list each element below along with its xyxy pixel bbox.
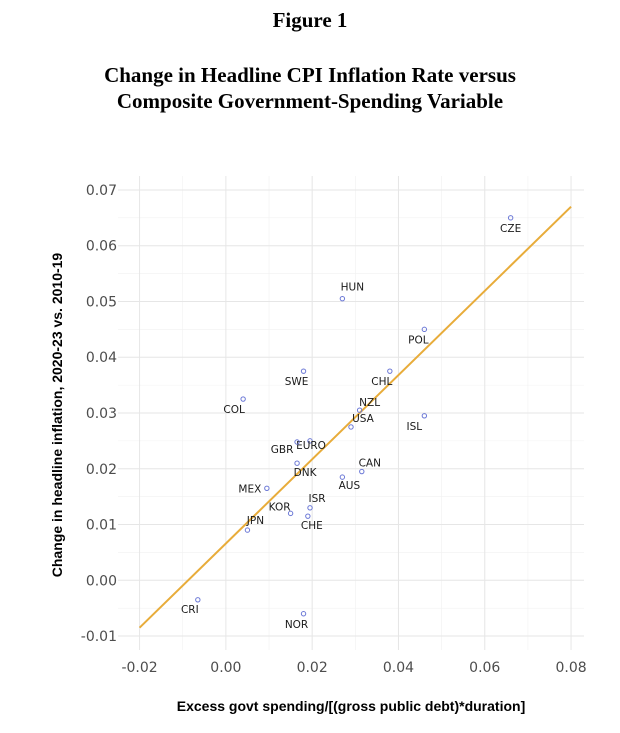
x-tick-label: 0.02: [297, 660, 328, 676]
point-aus: [339, 474, 346, 480]
point-label-cze: CZE: [500, 223, 521, 235]
point-label-euro: EURO: [296, 440, 326, 452]
point-chl: [387, 368, 393, 374]
x-tick-label: -0.02: [121, 660, 157, 676]
point-cze: [507, 215, 514, 221]
point-cri: [195, 597, 201, 603]
point-nor: [300, 611, 307, 617]
point-jpn: [244, 527, 251, 533]
y-tick-label: 0.03: [86, 406, 117, 422]
point-label-cri: CRI: [181, 604, 199, 616]
y-axis-title: Change in headline inflation, 2020-23 vs…: [49, 253, 65, 578]
point-can: [359, 468, 365, 475]
point-usa: [348, 424, 354, 430]
point-hun: [339, 295, 346, 302]
chart-title: Change in Headline CPI Inflation Rate ve…: [0, 62, 620, 114]
y-tick-label: 0.04: [86, 350, 117, 366]
tick-labels: -0.02 0.00 0.02 0.04 0.06 0.08 -0.01 0.00 0.01 0.…: [81, 183, 587, 676]
chart-title-line-1: Change in Headline CPI Inflation Rate ve…: [104, 63, 516, 87]
point-label-nor: NOR: [285, 619, 308, 631]
y-tick-label: 0.06: [86, 239, 117, 255]
chart-title-line-2: Composite Government-Spending Variable: [116, 89, 504, 113]
point-label-aus: AUS: [339, 480, 361, 492]
grid: [118, 176, 584, 650]
fit-line-layer: [138, 205, 572, 629]
y-tick-label: 0.00: [86, 573, 117, 589]
figure-label: Figure 1: [272, 8, 348, 32]
point-label-can: CAN: [359, 458, 381, 470]
y-tick-label: 0.01: [86, 518, 117, 534]
point-label-isr: ISR: [308, 493, 325, 505]
point-label-usa: USA: [352, 413, 375, 425]
point-label-jpn: JPN: [246, 515, 264, 527]
x-tick-label: 0.00: [210, 660, 241, 676]
point-dnk: [294, 460, 300, 466]
point-isr: [307, 505, 313, 511]
point-label-kor: KOR: [269, 501, 291, 513]
point-label-gbr: GBR: [271, 444, 294, 456]
point-gbr: [294, 439, 300, 445]
point-label-dnk: DNK: [294, 467, 318, 479]
point-label-col: COL: [223, 404, 245, 416]
point-col: [240, 396, 246, 402]
x-tick-label: 0.04: [383, 660, 414, 676]
point-label-che: CHE: [301, 520, 323, 532]
point-mex: [264, 485, 270, 491]
point-che: [305, 513, 311, 519]
y-tick-label: 0.05: [86, 294, 117, 310]
x-tick-label: 0.08: [555, 660, 586, 676]
y-tick-label: -0.01: [81, 629, 117, 645]
point-label-nzl: NZL: [359, 397, 380, 409]
x-tick-label: 0.06: [469, 660, 500, 676]
point-pol: [421, 326, 428, 333]
point-isl: [421, 413, 428, 419]
point-label-hun: HUN: [341, 282, 364, 294]
point-label-chl: CHL: [371, 376, 392, 388]
y-tick-label: 0.07: [86, 183, 117, 199]
point-label-isl: ISL: [407, 421, 423, 433]
point-label-swe: SWE: [285, 376, 309, 388]
point-label-mex: MEX: [238, 483, 261, 495]
y-tick-label: 0.02: [86, 462, 117, 478]
point-label-pol: POL: [408, 334, 429, 346]
point-swe: [300, 368, 307, 374]
x-axis-title: Excess govt spending/[(gross public debt…: [177, 698, 525, 714]
point-nzl: [356, 407, 363, 413]
fit-line: [138, 205, 572, 629]
point-euro: [307, 438, 313, 444]
point-kor: [287, 510, 294, 517]
